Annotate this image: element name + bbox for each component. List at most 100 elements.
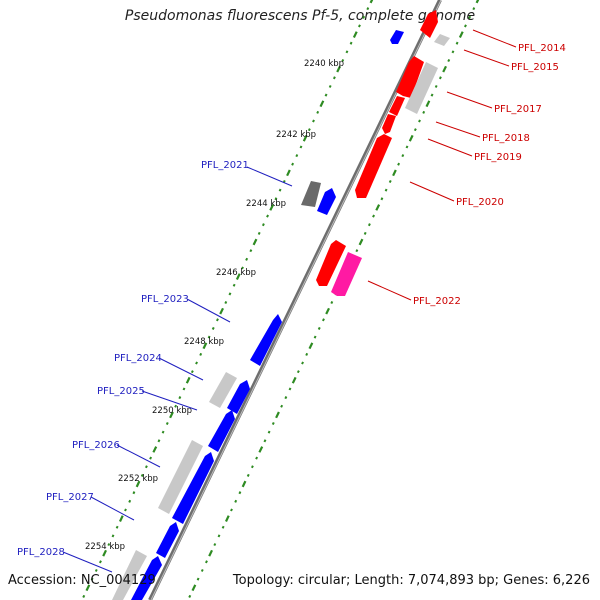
- major-tick: [193, 585, 196, 591]
- minor-tick: [281, 405, 282, 407]
- gene-label[interactable]: PFL_2028: [17, 547, 65, 558]
- gene-arrow[interactable]: [390, 30, 404, 44]
- minor-tick: [359, 25, 360, 27]
- minor-tick: [323, 319, 324, 321]
- minor-tick: [202, 569, 203, 571]
- minor-tick: [179, 397, 180, 399]
- minor-tick: [158, 440, 159, 442]
- gene-label[interactable]: PFL_2021: [201, 160, 249, 171]
- minor-tick: [457, 42, 458, 44]
- right-gene-labels: PFL_2014 PFL_2015 PFL_2017 PFL_2018 PFL_…: [368, 30, 566, 307]
- minor-tick: [419, 120, 420, 122]
- gene-label[interactable]: PFL_2025: [97, 386, 145, 397]
- minor-tick: [386, 189, 387, 191]
- scale-label: 2252 kbp: [118, 474, 158, 484]
- forward-strand-genes: [112, 30, 404, 600]
- minor-tick: [473, 8, 474, 10]
- minor-tick: [184, 388, 185, 390]
- gene-label[interactable]: PFL_2024: [114, 353, 162, 364]
- minor-tick: [290, 388, 291, 390]
- scale-labels: 2240 kbp 2242 kbp 2244 kbp 2246 kbp 2248…: [85, 59, 344, 552]
- gene-label[interactable]: PFL_2027: [46, 492, 94, 503]
- minor-tick: [100, 561, 101, 563]
- minor-tick: [317, 111, 318, 113]
- minor-tick: [326, 94, 327, 96]
- gene-label[interactable]: PFL_2019: [474, 152, 522, 163]
- scale-label: 2242 kbp: [276, 130, 316, 140]
- minor-tick: [96, 569, 97, 571]
- major-tick: [443, 66, 446, 72]
- major-tick: [120, 516, 123, 522]
- scale-label: 2254 kbp: [85, 542, 125, 552]
- minor-tick: [280, 189, 281, 191]
- minor-tick: [363, 16, 364, 18]
- minor-tick: [234, 284, 235, 286]
- minor-tick: [402, 155, 403, 157]
- gene-label[interactable]: PFL_2017: [494, 104, 542, 115]
- major-tick: [243, 481, 246, 487]
- minor-tick: [217, 319, 218, 321]
- major-tick: [187, 377, 190, 383]
- major-tick: [220, 308, 223, 314]
- minor-tick: [229, 293, 230, 295]
- minor-tick: [196, 362, 197, 364]
- minor-tick: [398, 163, 399, 165]
- minor-tick: [206, 561, 207, 563]
- minor-tick: [129, 500, 130, 502]
- gene-label[interactable]: PFL_2026: [72, 440, 120, 451]
- major-tick: [371, 0, 374, 3]
- minor-tick: [292, 163, 293, 165]
- scale-label: 2248 kbp: [184, 337, 224, 347]
- minor-tick: [330, 85, 331, 87]
- minor-tick: [346, 51, 347, 53]
- minor-tick: [192, 371, 193, 373]
- minor-tick: [259, 232, 260, 234]
- minor-tick: [219, 535, 220, 537]
- minor-tick: [302, 362, 303, 364]
- minor-tick: [189, 595, 190, 597]
- major-tick: [209, 550, 212, 556]
- gene-arrow[interactable]: [156, 522, 179, 558]
- minor-tick: [423, 111, 424, 113]
- gene-label[interactable]: PFL_2022: [413, 296, 461, 307]
- major-tick: [326, 308, 329, 314]
- gene-arrow[interactable]: [301, 181, 321, 207]
- minor-tick: [133, 492, 134, 494]
- accession-text: Accession: NC_004129: [8, 573, 156, 588]
- gene-label[interactable]: PFL_2023: [141, 294, 189, 305]
- gene-arrow[interactable]: [434, 34, 450, 46]
- minor-tick: [231, 509, 232, 511]
- scale-label: 2250 kbp: [152, 406, 192, 416]
- minor-tick: [167, 422, 168, 424]
- gene-label[interactable]: PFL_2014: [518, 43, 566, 54]
- gene-label[interactable]: PFL_2015: [511, 62, 559, 73]
- minor-tick: [313, 120, 314, 122]
- minor-tick: [440, 77, 441, 79]
- scale-label: 2240 kbp: [304, 59, 344, 69]
- minor-tick: [367, 8, 368, 10]
- minor-tick: [150, 457, 151, 459]
- minor-tick: [334, 77, 335, 79]
- minor-tick: [125, 509, 126, 511]
- minor-tick: [452, 51, 453, 53]
- scale-label: 2244 kbp: [246, 199, 286, 209]
- major-tick: [376, 205, 379, 211]
- major-tick: [254, 239, 257, 245]
- minor-tick: [117, 526, 118, 528]
- gene-label[interactable]: PFL_2020: [456, 197, 504, 208]
- minor-tick: [200, 353, 201, 355]
- minor-tick: [223, 526, 224, 528]
- scale-label: 2246 kbp: [216, 268, 256, 278]
- minor-tick: [214, 544, 215, 546]
- minor-tick: [469, 16, 470, 18]
- gene-arrow[interactable]: [317, 188, 336, 215]
- major-tick: [310, 343, 313, 349]
- minor-tick: [331, 301, 332, 303]
- minor-tick: [273, 422, 274, 424]
- minor-tick: [285, 397, 286, 399]
- gene-label[interactable]: PFL_2018: [482, 133, 530, 144]
- major-tick: [226, 516, 229, 522]
- minor-tick: [319, 327, 320, 329]
- minor-tick: [415, 129, 416, 131]
